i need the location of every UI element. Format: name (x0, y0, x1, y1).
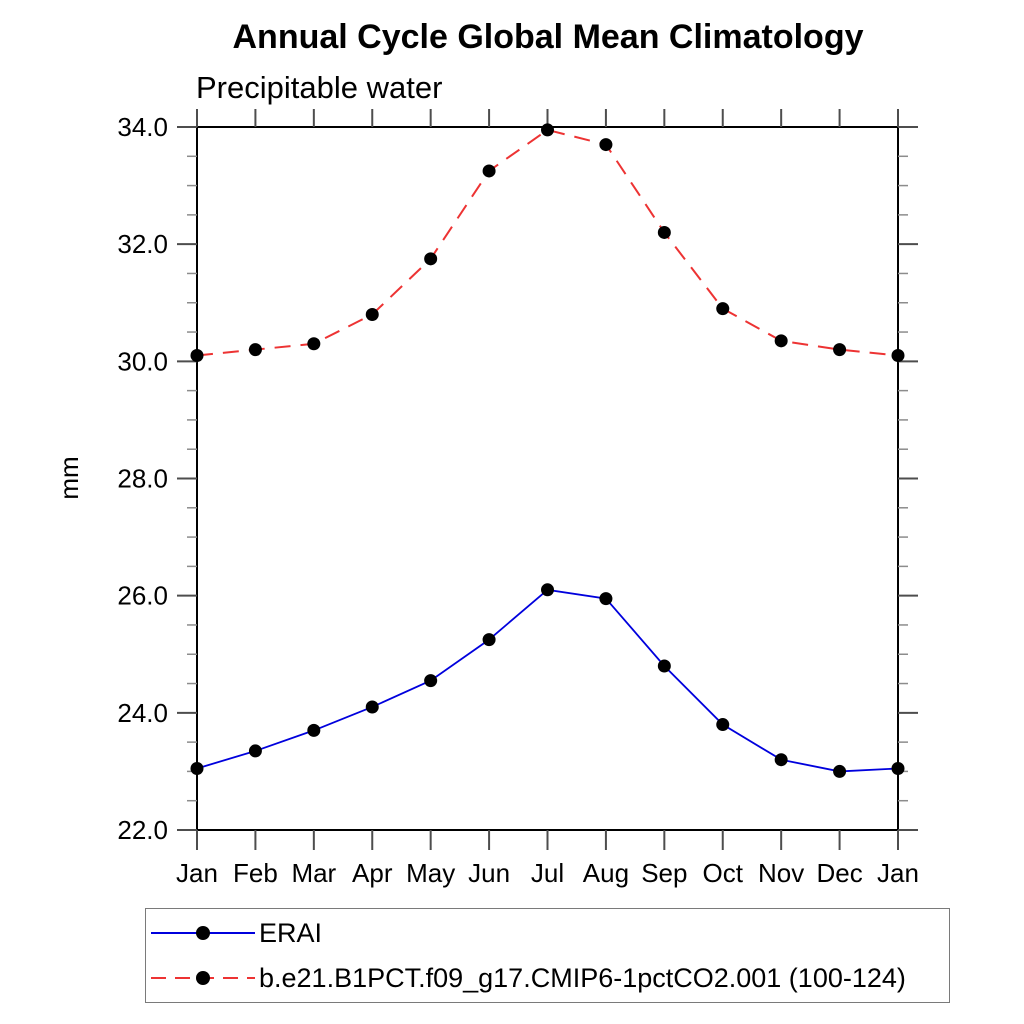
x-tick-label: Dec (816, 858, 862, 888)
series-0-marker (190, 761, 204, 775)
legend-label-erai: ERAI (259, 918, 323, 949)
series-1-marker (424, 252, 438, 266)
series-0-marker (482, 633, 496, 647)
series-0-marker (716, 718, 730, 732)
y-tick-label: 22.0 (117, 815, 168, 845)
chart-title: Annual Cycle Global Mean Climatology (232, 18, 864, 56)
x-tick-label: Jun (468, 858, 510, 888)
y-tick-label: 26.0 (117, 581, 168, 611)
series-1-marker (307, 337, 321, 351)
series-0-marker (891, 761, 905, 775)
plot-frame (196, 126, 899, 831)
legend-item-model: b.e21.B1PCT.f09_g17.CMIP6-1pctCO2.001 (1… (146, 958, 949, 998)
y-tick-label: 24.0 (117, 698, 168, 728)
x-tick-label: May (406, 858, 455, 888)
y-tick-label: 30.0 (117, 346, 168, 376)
series-0-marker (657, 659, 671, 673)
series-1-marker (541, 123, 554, 137)
series-0-marker (599, 592, 613, 606)
x-tick-label: Jan (877, 858, 919, 888)
series-1-marker (833, 343, 847, 357)
series-1-marker (891, 348, 905, 362)
legend: ERAI b.e21.B1PCT.f09_g17.CMIP6-1pctCO2.0… (145, 908, 950, 1003)
x-tick-label: Aug (583, 858, 629, 888)
y-tick-label: 28.0 (117, 464, 168, 494)
model-swatch-dot-icon (196, 970, 210, 985)
x-tick-label: Mar (291, 858, 336, 888)
series-1-marker (599, 138, 613, 152)
series-0-marker (248, 744, 262, 758)
model-line-swatch (151, 970, 255, 985)
series-1-marker (774, 334, 788, 348)
series-line-1 (196, 128, 899, 357)
series-0-marker (541, 583, 554, 597)
y-tick-label: 34.0 (117, 112, 168, 142)
x-tick-label: Jan (176, 858, 218, 888)
series-0-marker (774, 753, 788, 767)
legend-label-model: b.e21.B1PCT.f09_g17.CMIP6-1pctCO2.001 (1… (259, 962, 906, 993)
series-1-marker (248, 343, 262, 357)
series-1-marker (190, 348, 204, 362)
series-1-marker (716, 302, 730, 316)
x-tick-label: Feb (233, 858, 278, 888)
x-tick-label: Nov (758, 858, 804, 888)
x-tick-label: Oct (703, 858, 744, 888)
series-0-marker (833, 764, 847, 778)
series-1-marker (482, 164, 496, 178)
y-tick-label: 32.0 (117, 229, 168, 259)
erai-swatch-dot-icon (196, 926, 210, 941)
series-0-marker (307, 723, 321, 737)
y-axis-title: mm (54, 456, 84, 499)
legend-item-erai: ERAI (146, 913, 949, 953)
series-0-marker (424, 674, 438, 688)
series-0-marker (365, 700, 379, 714)
x-tick-label: Apr (352, 858, 393, 888)
erai-line-swatch (151, 926, 255, 941)
series-1-marker (657, 225, 671, 239)
series-line-0 (196, 588, 899, 773)
x-tick-label: Sep (641, 858, 687, 888)
chart-subtitle: Precipitable water (196, 70, 443, 105)
series-1-marker (365, 307, 379, 321)
x-tick-label: Jul (531, 858, 564, 888)
